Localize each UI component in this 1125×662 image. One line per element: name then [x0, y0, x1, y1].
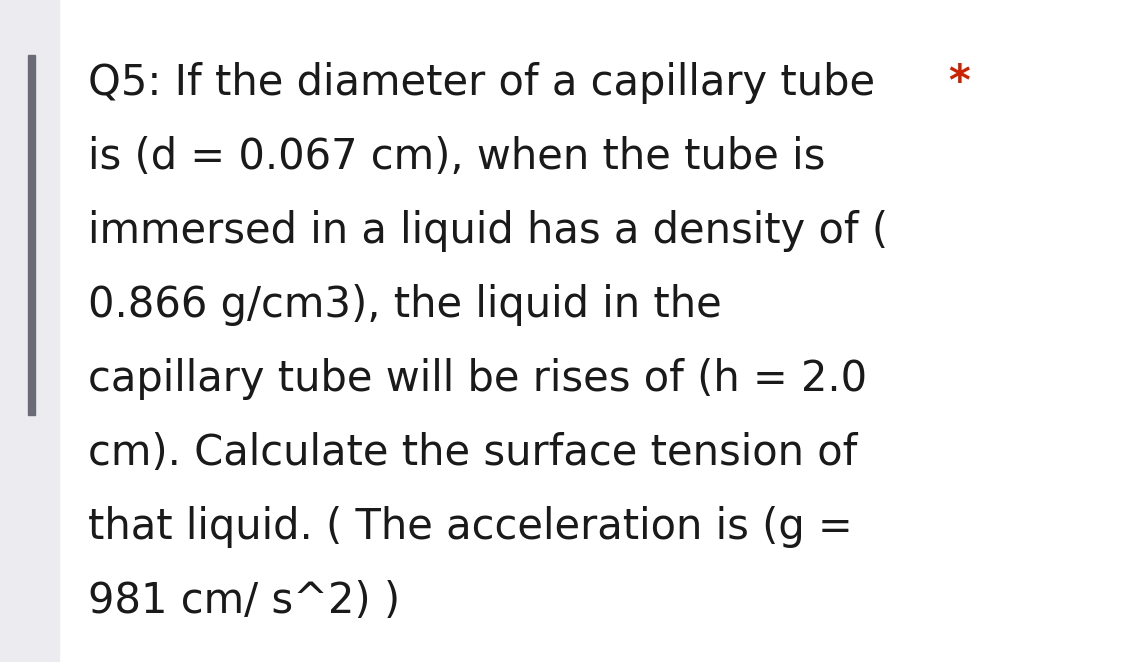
Text: Q5: If the diameter of a capillary tube: Q5: If the diameter of a capillary tube [88, 62, 875, 104]
Bar [0, 0, 58, 662]
Text: 0.866 g/cm3), the liquid in the: 0.866 g/cm3), the liquid in the [88, 284, 721, 326]
Text: that liquid. ( The acceleration is (g =: that liquid. ( The acceleration is (g = [88, 506, 853, 548]
Text: *: * [948, 62, 970, 104]
Text: is (d = 0.067 cm), when the tube is: is (d = 0.067 cm), when the tube is [88, 136, 825, 178]
Text: capillary tube will be rises of (h = 2.0: capillary tube will be rises of (h = 2.0 [88, 358, 867, 400]
Text: cm). Calculate the surface tension of: cm). Calculate the surface tension of [88, 432, 857, 474]
Bar [28, 55, 35, 415]
Text: 981 cm/ s^2) ): 981 cm/ s^2) ) [88, 580, 399, 622]
Text: immersed in a liquid has a density of (: immersed in a liquid has a density of ( [88, 210, 888, 252]
